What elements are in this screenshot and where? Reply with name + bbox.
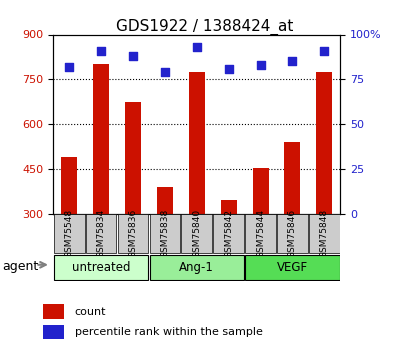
Bar — [43, 325, 64, 339]
Text: GSM75838: GSM75838 — [160, 209, 169, 258]
FancyBboxPatch shape — [85, 214, 116, 253]
Point — [66, 64, 72, 70]
Text: GSM75548: GSM75548 — [65, 209, 74, 258]
Text: GSM75846: GSM75846 — [287, 209, 296, 258]
Text: percentile rank within the sample: percentile rank within the sample — [74, 327, 262, 337]
Bar — [43, 304, 64, 319]
Point — [225, 66, 231, 71]
Text: GSM75842: GSM75842 — [224, 209, 233, 258]
Bar — [284, 142, 300, 214]
Point — [129, 53, 136, 59]
FancyBboxPatch shape — [117, 214, 148, 253]
Bar — [316, 72, 332, 214]
FancyBboxPatch shape — [245, 214, 275, 253]
Text: GSM75840: GSM75840 — [192, 209, 201, 258]
Text: Ang-1: Ang-1 — [179, 261, 214, 274]
Text: count: count — [74, 307, 106, 317]
Bar — [61, 157, 77, 214]
Point — [257, 62, 263, 68]
Bar — [125, 102, 141, 214]
Point — [193, 44, 200, 50]
Bar — [189, 72, 204, 214]
Text: GSM75844: GSM75844 — [256, 209, 265, 258]
FancyBboxPatch shape — [245, 255, 339, 280]
FancyBboxPatch shape — [181, 214, 211, 253]
Text: VEGF: VEGF — [276, 261, 307, 274]
FancyBboxPatch shape — [149, 214, 180, 253]
Text: GSM75834: GSM75834 — [97, 209, 106, 258]
Point — [161, 69, 168, 75]
FancyBboxPatch shape — [213, 214, 243, 253]
FancyBboxPatch shape — [54, 214, 84, 253]
Text: GSM75836: GSM75836 — [128, 209, 137, 258]
Point — [98, 48, 104, 53]
FancyBboxPatch shape — [276, 214, 307, 253]
Text: agent: agent — [2, 260, 38, 273]
Point — [320, 48, 327, 53]
Text: untreated: untreated — [72, 261, 130, 274]
Bar — [220, 200, 236, 214]
Bar — [252, 168, 268, 214]
FancyBboxPatch shape — [308, 214, 339, 253]
Bar — [157, 187, 173, 214]
Bar — [93, 65, 109, 214]
Text: GDS1922 / 1388424_at: GDS1922 / 1388424_at — [116, 19, 293, 35]
Point — [288, 59, 295, 64]
FancyBboxPatch shape — [149, 255, 243, 280]
FancyBboxPatch shape — [54, 255, 148, 280]
Text: GSM75848: GSM75848 — [319, 209, 328, 258]
